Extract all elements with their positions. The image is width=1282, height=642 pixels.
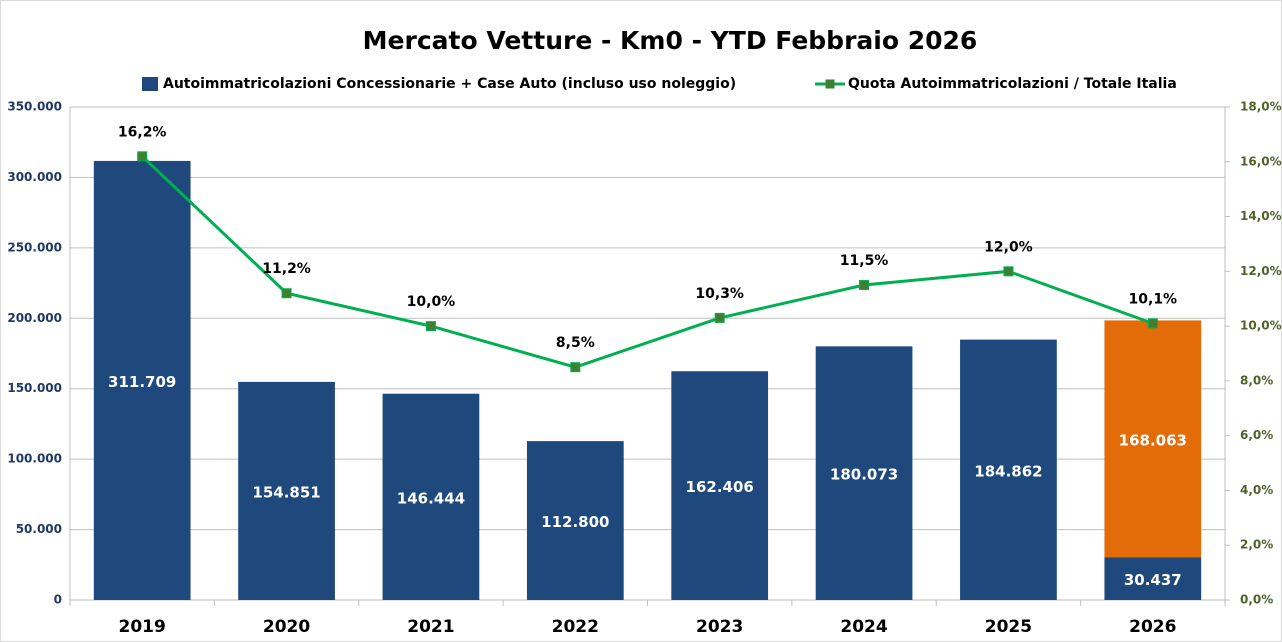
- y2-tick-label: 4,0%: [1240, 483, 1273, 497]
- y2-tick-label: 18,0%: [1240, 100, 1282, 114]
- line-value-label: 10,0%: [407, 294, 456, 310]
- bar: [1104, 557, 1202, 600]
- bar: [960, 339, 1057, 600]
- line-marker: [859, 280, 870, 291]
- legend-swatch: [142, 77, 158, 91]
- y2-tick-label: 0,0%: [1240, 593, 1273, 607]
- bar-value-label: 112.800: [541, 513, 609, 531]
- x-tick-label: 2019: [119, 617, 166, 637]
- x-tick-label: 2024: [840, 617, 887, 637]
- bar-value-label: 180.073: [830, 466, 898, 484]
- line-marker: [137, 151, 148, 162]
- legend-label: Quota Autoimmatricolazioni / Totale Ital…: [848, 76, 1177, 92]
- line: [141, 155, 1154, 369]
- y2-tick-label: 8,0%: [1240, 373, 1273, 387]
- legend-marker: [825, 79, 835, 89]
- y-tick-label: 350.000: [7, 100, 62, 114]
- bar-value-label: 146.444: [397, 489, 465, 507]
- line-value-label: 8,5%: [556, 335, 595, 351]
- y2-tick-label: 16,0%: [1240, 154, 1282, 168]
- line-value-label: 11,5%: [840, 253, 889, 269]
- y2-tick-label: 14,0%: [1240, 209, 1282, 223]
- bar-value-label: 30.437: [1124, 571, 1182, 589]
- line-value-label: 12,0%: [984, 239, 1033, 255]
- y-tick-label: 150.000: [7, 381, 62, 395]
- bar: [238, 381, 335, 600]
- line-marker: [425, 321, 436, 332]
- y2-tick-label: 6,0%: [1240, 428, 1273, 442]
- bar-value-label: 168.063: [1119, 431, 1187, 449]
- line-marker: [714, 312, 725, 323]
- y-tick-label: 0: [54, 593, 62, 607]
- bar: [1104, 320, 1202, 558]
- y-tick-label: 200.000: [7, 311, 62, 325]
- bar-value-label: 162.406: [686, 478, 754, 496]
- bar-value-label: 184.862: [974, 462, 1042, 480]
- line-marker: [1003, 266, 1014, 277]
- bar-value-label: 311.709: [108, 373, 176, 391]
- bar: [815, 346, 913, 600]
- line-value-label: 11,2%: [262, 261, 311, 277]
- x-tick-label: 2021: [407, 617, 454, 637]
- bar: [526, 441, 624, 600]
- x-tick-label: 2022: [552, 617, 599, 637]
- y-tick-label: 100.000: [7, 452, 62, 466]
- line-value-label: 10,1%: [1129, 291, 1178, 307]
- bar: [93, 160, 191, 600]
- x-tick-label: 2026: [1129, 617, 1176, 637]
- bar: [671, 371, 769, 600]
- line-marker: [281, 288, 292, 299]
- y-tick-label: 250.000: [7, 240, 62, 254]
- chart-title: Mercato Vetture - Km0 - YTD Febbraio 202…: [363, 26, 978, 55]
- x-tick-label: 2023: [696, 617, 743, 637]
- line-marker: [570, 362, 581, 373]
- bar-value-label: 154.851: [252, 483, 320, 501]
- x-tick-label: 2020: [263, 617, 310, 637]
- line-value-label: 10,3%: [695, 286, 744, 302]
- y2-tick-label: 2,0%: [1240, 538, 1273, 552]
- y-tick-label: 300.000: [7, 170, 62, 184]
- bar: [382, 393, 480, 600]
- x-tick-label: 2025: [985, 617, 1032, 637]
- line-marker: [1147, 318, 1158, 329]
- y2-tick-label: 10,0%: [1240, 319, 1282, 333]
- y2-tick-label: 12,0%: [1240, 264, 1282, 278]
- y-tick-label: 50.000: [16, 522, 62, 536]
- legend-label: Autoimmatricolazioni Concessionarie + Ca…: [163, 76, 736, 92]
- line-value-label: 16,2%: [118, 124, 167, 140]
